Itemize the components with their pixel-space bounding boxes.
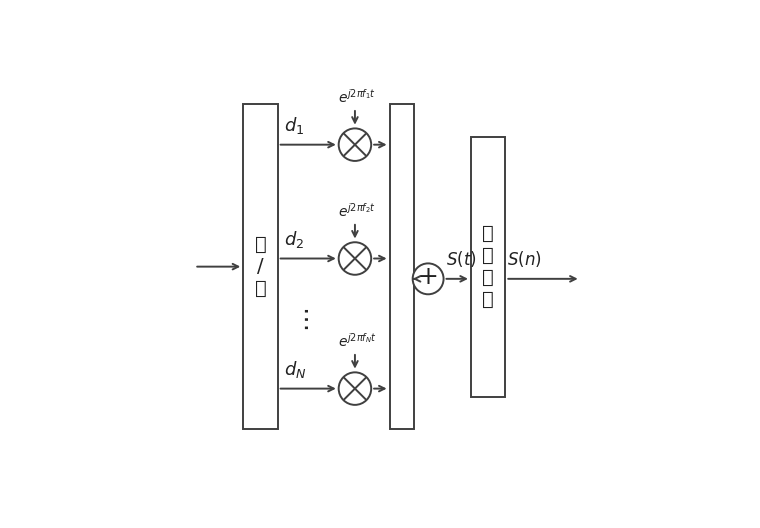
Circle shape — [339, 128, 371, 161]
Bar — [470, 137, 505, 397]
Circle shape — [339, 372, 371, 405]
Text: $\cdots$: $\cdots$ — [294, 307, 318, 332]
Text: $d_2$: $d_2$ — [283, 229, 304, 250]
Text: $e^{j2\pi f_2 t}$: $e^{j2\pi f_2 t}$ — [338, 202, 376, 220]
Text: $S(n)$: $S(n)$ — [508, 249, 542, 269]
Text: 串
/
并: 串 / 并 — [255, 235, 266, 298]
Circle shape — [339, 242, 371, 275]
Text: $e^{j2\pi f_N t}$: $e^{j2\pi f_N t}$ — [337, 332, 376, 350]
Text: 时
域
采
样: 时 域 采 样 — [482, 224, 494, 309]
Bar — [389, 104, 414, 429]
Text: $e^{j2\pi f_1 t}$: $e^{j2\pi f_1 t}$ — [338, 88, 376, 106]
Circle shape — [413, 263, 444, 294]
Text: $S(t)$: $S(t)$ — [445, 249, 477, 269]
Text: +: + — [418, 265, 439, 289]
Text: $d_1$: $d_1$ — [283, 115, 304, 136]
Bar — [243, 104, 277, 429]
Text: $d_N$: $d_N$ — [283, 359, 306, 380]
